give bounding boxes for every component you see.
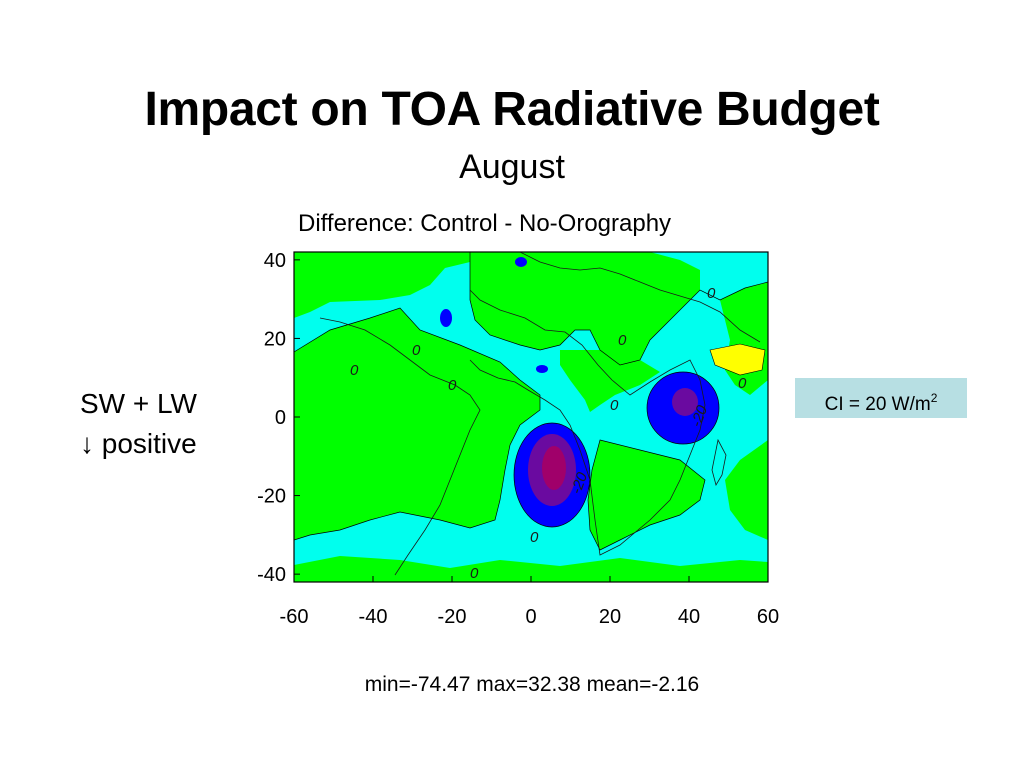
y-tick-label: -40 <box>257 564 286 586</box>
contour-lines <box>294 252 768 551</box>
contour-label: -20 <box>688 403 712 430</box>
y-tick-label: 0 <box>275 407 286 429</box>
contour-labels: 0 0 0 0 0 0 -20 -20 0 0 0 <box>350 285 747 582</box>
contour-label: 0 <box>610 397 619 414</box>
x-tick-label: 20 <box>599 606 621 628</box>
y-tick-label: -20 <box>257 486 286 508</box>
field-green-africa <box>470 252 700 365</box>
contour-label: 0 <box>470 565 479 582</box>
slide-title: Impact on TOA Radiative Budget <box>144 83 880 136</box>
contour-label: 0 <box>707 285 716 302</box>
field-green-bottom <box>294 556 768 582</box>
slide-subtitle: August <box>459 148 565 186</box>
field-green-north-africa <box>560 350 660 412</box>
y-tick-label: 20 <box>264 328 286 350</box>
field-green-south-africa <box>588 440 705 550</box>
contour-label: 0 <box>350 362 359 379</box>
ci-superscript: 2 <box>930 391 938 405</box>
stats-line: min=-74.47 max=32.38 mean=-2.16 <box>364 673 700 696</box>
side-label-line2: ↓ positive <box>80 428 197 459</box>
field-yellow-patch <box>709 343 766 376</box>
plot-title: Difference: Control - No-Orography <box>298 210 672 237</box>
contour-label: -20 <box>568 470 592 497</box>
x-tick-label: 40 <box>678 606 700 628</box>
side-label-line1: SW + LW <box>80 388 197 419</box>
field-purple-east-africa <box>672 388 698 416</box>
field-blue-spot-3 <box>536 365 548 373</box>
contour-label: 0 <box>530 529 539 546</box>
contour-label: 0 <box>448 377 457 394</box>
field-blue-spot-2 <box>440 309 452 327</box>
field-blue-spot-1 <box>515 257 527 267</box>
field-green-southeast <box>725 440 768 540</box>
x-tick-label: -40 <box>359 606 388 628</box>
ci-label: CI = 20 W/m <box>824 394 931 415</box>
contour-fields: 0 0 0 0 0 0 -20 -20 0 0 0 <box>294 252 768 582</box>
field-cyan-top-right <box>700 252 768 300</box>
contour-label: 0 <box>412 342 421 359</box>
contour-label: 0 <box>738 375 747 392</box>
contour-label: 0 <box>618 332 627 349</box>
y-tick-label: 40 <box>264 250 286 272</box>
field-green-top-left <box>294 252 470 318</box>
x-tick-label: -20 <box>438 606 467 628</box>
field-green-south-america <box>294 308 540 540</box>
field-magenta-west-africa <box>542 446 566 490</box>
contour-interval-box: CI = 20 W/m2 <box>795 378 967 418</box>
coastlines <box>319 252 761 576</box>
x-tick-label: -60 <box>280 606 309 628</box>
x-tick-label: 0 <box>525 606 536 628</box>
axis-ticks: -60 -40 -20 0 20 40 60 40 20 0 -20 -40 <box>257 250 779 628</box>
x-tick-label: 60 <box>757 606 779 628</box>
